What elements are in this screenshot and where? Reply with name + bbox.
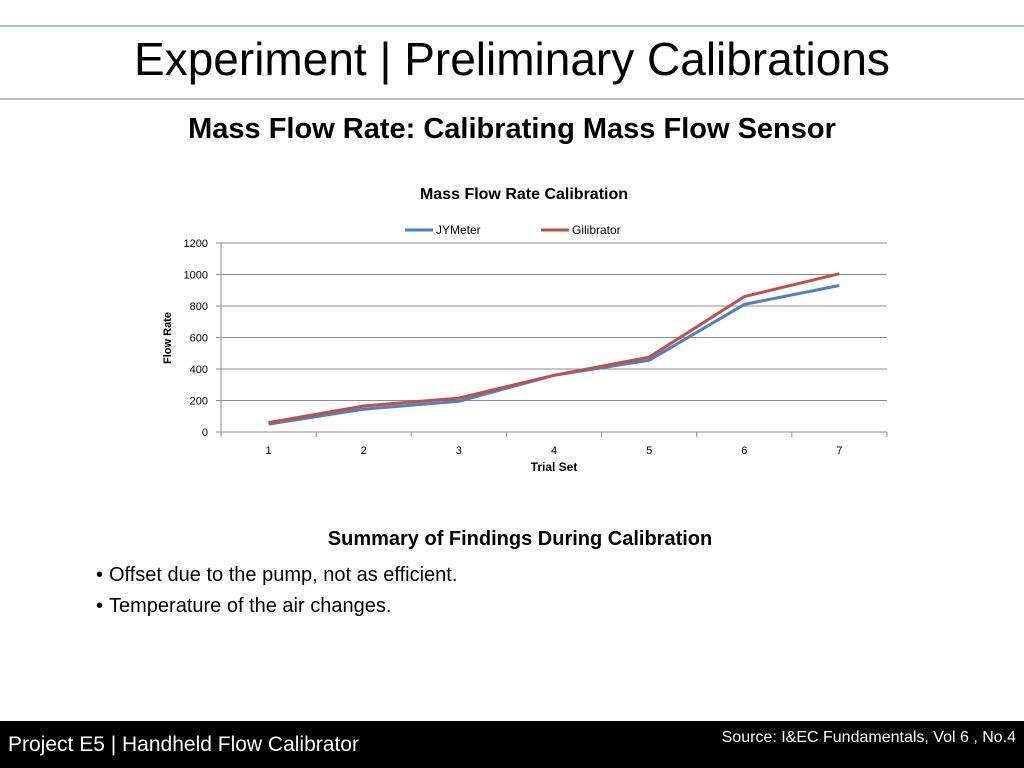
y-tick-label: 0 [202,427,208,439]
finding-item: • Temperature of the air changes. [96,591,457,622]
y-axis-label: Flow Rate [162,312,174,364]
x-axis-label: Trial Set [531,460,578,474]
x-axis-ticks: 1 2 3 4 5 6 7 [266,445,843,457]
slide-subtitle: Mass Flow Rate: Calibrating Mass Flow Se… [188,113,836,145]
y-tick-label: 400 [190,364,208,376]
slide-title: Experiment | Preliminary Calibrations [134,33,890,85]
y-tick-label: 1200 [184,238,208,250]
chart-legend: JYMeter Gilibrator [405,223,621,237]
x-tick-label: 3 [456,445,462,457]
summary-heading: Summary of Findings During Calibration [327,528,713,550]
flow-rate-chart: Mass Flow Rate Calibration JYMeter Gilibr… [162,186,888,474]
findings-list: • Offset due to the pump, not as efficien… [96,560,457,622]
legend-label: Gilibrator [572,223,621,237]
y-tick-label: 200 [190,396,208,408]
legend-label: JYMeter [436,223,481,237]
x-tick-label: 2 [361,445,367,457]
bullet-icon: • [96,595,104,617]
chart-series [268,272,840,426]
finding-text: Temperature of the air changes. [109,595,392,617]
y-axis-ticks: 0 200 400 600 800 1000 1200 [184,238,208,439]
x-tick-label: 4 [551,445,557,457]
footer-source: Source: I&EC Fundamentals, Vol 6 , No.4 [721,729,1016,746]
finding-item: • Offset due to the pump, not as efficien… [96,560,457,591]
finding-text: Offset due to the pump, not as efficient… [109,564,458,586]
x-tick-label: 5 [646,445,652,457]
y-tick-label: 600 [190,333,208,345]
y-tick-label: 1000 [184,270,208,282]
footer-bar: Project E5 | Handheld Flow Calibrator So… [0,721,1024,768]
top-divider [0,25,1024,27]
x-tick-label: 1 [266,445,272,457]
footer-project: Project E5 | Handheld Flow Calibrator [8,733,359,756]
x-tick-label: 6 [741,445,747,457]
series-line-gilibrator [268,272,840,425]
y-tick-label: 800 [190,301,208,313]
chart-title: Mass Flow Rate Calibration [420,186,628,203]
chart-gridlines [216,242,888,437]
title-divider [0,98,1024,100]
x-tick-label: 7 [836,445,842,457]
bullet-icon: • [96,564,104,586]
